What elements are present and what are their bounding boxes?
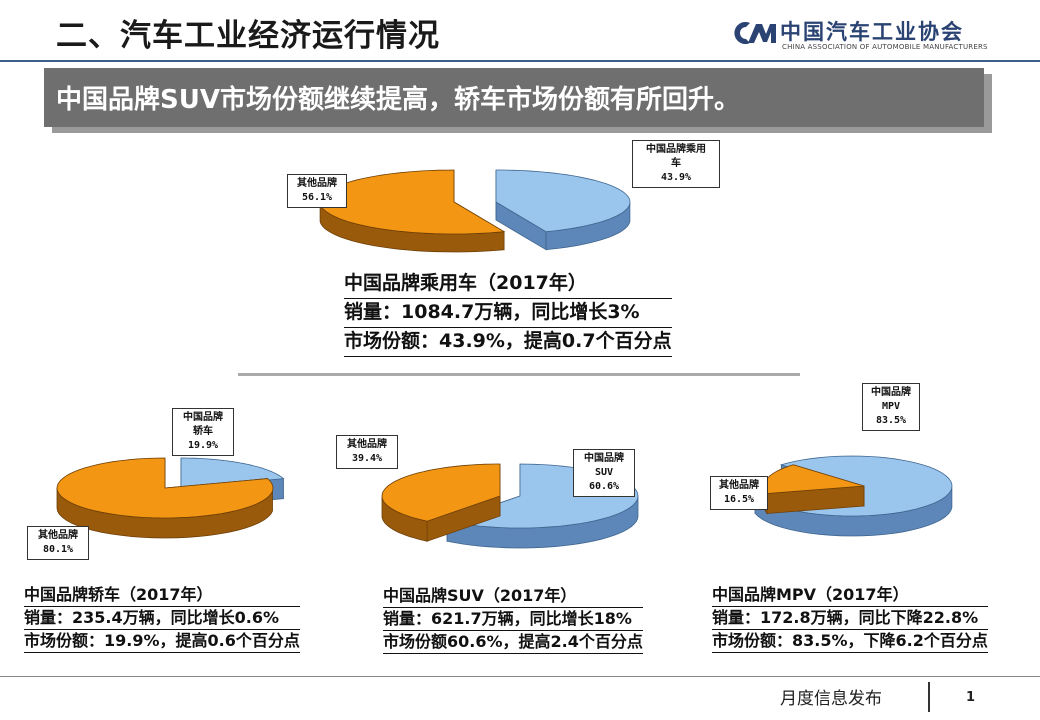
footer-text: 月度信息发布 [780,689,882,709]
passenger-slice-other-top [319,169,506,235]
callout-suv-other: 其他品牌 39.4% [336,435,398,469]
info-mpv-title: 中国品牌MPV（2017年） [712,584,988,607]
headline-banner: 中国品牌SUV市场份额继续提高，轿车市场份额有所回升。 [44,68,984,127]
logo-chinese-name: 中国汽车工业协会 [780,20,964,44]
info-passenger-share: 市场份额：43.9%，提高0.7个百分点 [344,328,672,357]
info-mpv-share: 市场份额：83.5%，下降6.2个百分点 [712,630,988,653]
info-passenger-cars: 中国品牌乘用车（2017年） 销量：1084.7万辆，同比增长3% 市场份额：4… [344,270,672,357]
headline-text: 中国品牌SUV市场份额继续提高，轿车市场份额有所回升。 [56,85,740,115]
caam-logo-icon [734,22,776,44]
info-sedans: 中国品牌轿车（2017年） 销量：235.4万辆，同比增长0.6% 市场份额：1… [24,584,300,653]
callout-sedan-other: 其他品牌 80.1% [27,526,89,560]
callout-sedan-china: 中国品牌 轿车 19.9% [172,408,234,456]
footer-rule [0,676,1040,677]
sedan-slice-other-top [56,457,274,519]
footer-separator [928,682,930,712]
info-suv-title: 中国品牌SUV（2017年） [383,585,643,608]
passenger-slice-other [319,169,506,253]
info-mpv: 中国品牌MPV（2017年） 销量：172.8万辆，同比下降22.8% 市场份额… [712,584,988,653]
callout-passenger-other: 其他品牌 56.1% [287,174,347,208]
slide-title: 二、汽车工业经济运行情况 [56,18,440,54]
logo-english-name: CHINA ASSOCIATION OF AUTOMOBILE MANUFACT… [782,43,988,51]
suv-slice-other [381,463,501,542]
caam-logo: 中国汽车工业协会 CHINA ASSOCIATION OF AUTOMOBILE… [732,16,1032,56]
info-suv-sales: 销量：621.7万辆，同比增长18% [383,608,643,631]
title-underline [0,60,1040,62]
suv-slice-other-top [381,463,501,522]
callout-suv-china: 中国品牌 SUV 60.6% [573,449,635,497]
info-sedan-sales: 销量：235.4万辆，同比增长0.6% [24,607,300,630]
info-passenger-sales: 销量：1084.7万辆，同比增长3% [344,299,672,328]
info-sedan-title: 中国品牌轿车（2017年） [24,584,300,607]
callout-mpv-china: 中国品牌 MPV 83.5% [862,383,920,431]
passenger-slice-china-top [495,169,631,233]
sedan-slice-other [56,457,274,539]
info-sedan-share: 市场份额：19.9%，提高0.6个百分点 [24,630,300,653]
callout-passenger-china: 中国品牌乘用车 43.9% [632,140,720,188]
passenger-slice-china [495,169,631,251]
info-passenger-title: 中国品牌乘用车（2017年） [344,270,672,299]
info-suv: 中国品牌SUV（2017年） 销量：621.7万辆，同比增长18% 市场份额60… [383,585,643,654]
page-number: 1 [966,690,976,705]
callout-mpv-other: 其他品牌 16.5% [710,476,768,510]
info-mpv-sales: 销量：172.8万辆，同比下降22.8% [712,607,988,630]
info-suv-share: 市场份额60.6%，提高2.4个百分点 [383,631,643,654]
section-divider [238,373,800,376]
